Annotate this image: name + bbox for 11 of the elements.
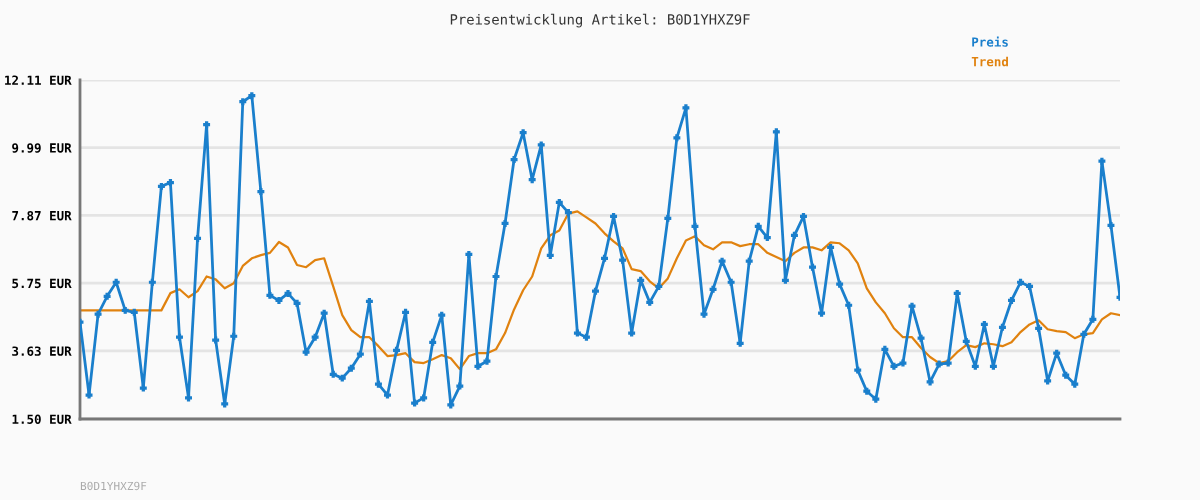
y-tick-label: 12.11 EUR bbox=[5, 75, 72, 85]
text: Preis bbox=[972, 36, 1008, 47]
y-tick-label: 7.87 EUR bbox=[12, 210, 72, 221]
text: Trend bbox=[971, 56, 1008, 67]
line-series bbox=[80, 210, 1120, 371]
chart-title: Preisentwicklung Artikel: B0D1YHXZ9F bbox=[450, 13, 750, 28]
text: B0D1YHXZ9F bbox=[80, 481, 147, 491]
y-tick-label: 9.99 EUR bbox=[12, 143, 72, 153]
y-tick-label: 5.75 EUR bbox=[12, 278, 72, 289]
y-tick-label: 1.50 EUR bbox=[12, 414, 72, 424]
y-tick-label: 3.63 EUR bbox=[12, 346, 72, 356]
